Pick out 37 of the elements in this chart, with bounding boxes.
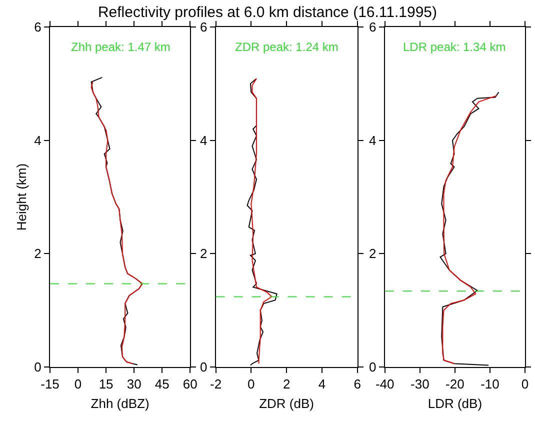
y-tick-label: 4 <box>200 132 208 148</box>
x-tick-label: 0 <box>248 376 255 392</box>
y-tick-label: 6 <box>34 20 42 35</box>
x-tick-label: 15 <box>98 376 114 392</box>
annotation: LDR peak: 1.34 km <box>403 40 506 54</box>
x-axis-title: Zhh (dBZ) <box>90 396 150 412</box>
y-tick-label: 2 <box>200 246 208 262</box>
y-tick-label: 4 <box>369 132 376 148</box>
x-tick-label: -30 <box>410 376 430 392</box>
x-tick-label: -10 <box>480 376 500 392</box>
x-axis-title: ZDR (dB) <box>259 396 314 412</box>
y-tick-label: 4 <box>34 132 42 148</box>
x-tick-label: -40 <box>375 376 394 392</box>
x-tick-label: 30 <box>126 376 142 392</box>
x-tick-label: -15 <box>40 376 60 392</box>
text: Reflectivity profiles at 6.0 km distance (16.11.1995) <box>98 4 438 21</box>
y-tick-label: 0 <box>200 360 208 375</box>
y-tick-label: 2 <box>34 246 42 262</box>
x-tick-label: -2 <box>210 376 222 392</box>
y-tick-label: 0 <box>34 360 42 375</box>
annotation: Zhh peak: 1.47 km <box>71 40 170 54</box>
y-tick-label: 2 <box>369 246 376 262</box>
x-tick-label: 0 <box>521 376 529 392</box>
y-axis-title: Height (km) <box>14 163 30 231</box>
x-tick-label: 45 <box>154 376 170 392</box>
line-series <box>250 78 272 364</box>
x-axis-title: LDR (dB) <box>428 396 482 412</box>
x-tick-label: 4 <box>318 376 326 392</box>
x-tick-label: 2 <box>282 376 290 392</box>
x-tick-label: 0 <box>74 376 82 392</box>
x-tick-label: 60 <box>182 376 198 392</box>
x-tick-label: 6 <box>354 376 361 392</box>
x-tick-label: -20 <box>446 376 464 392</box>
y-tick-label: 6 <box>200 20 208 35</box>
y-tick-label: 0 <box>369 360 376 375</box>
annotation: ZDR peak: 1.24 km <box>235 40 338 54</box>
y-tick-label: 6 <box>369 20 376 35</box>
